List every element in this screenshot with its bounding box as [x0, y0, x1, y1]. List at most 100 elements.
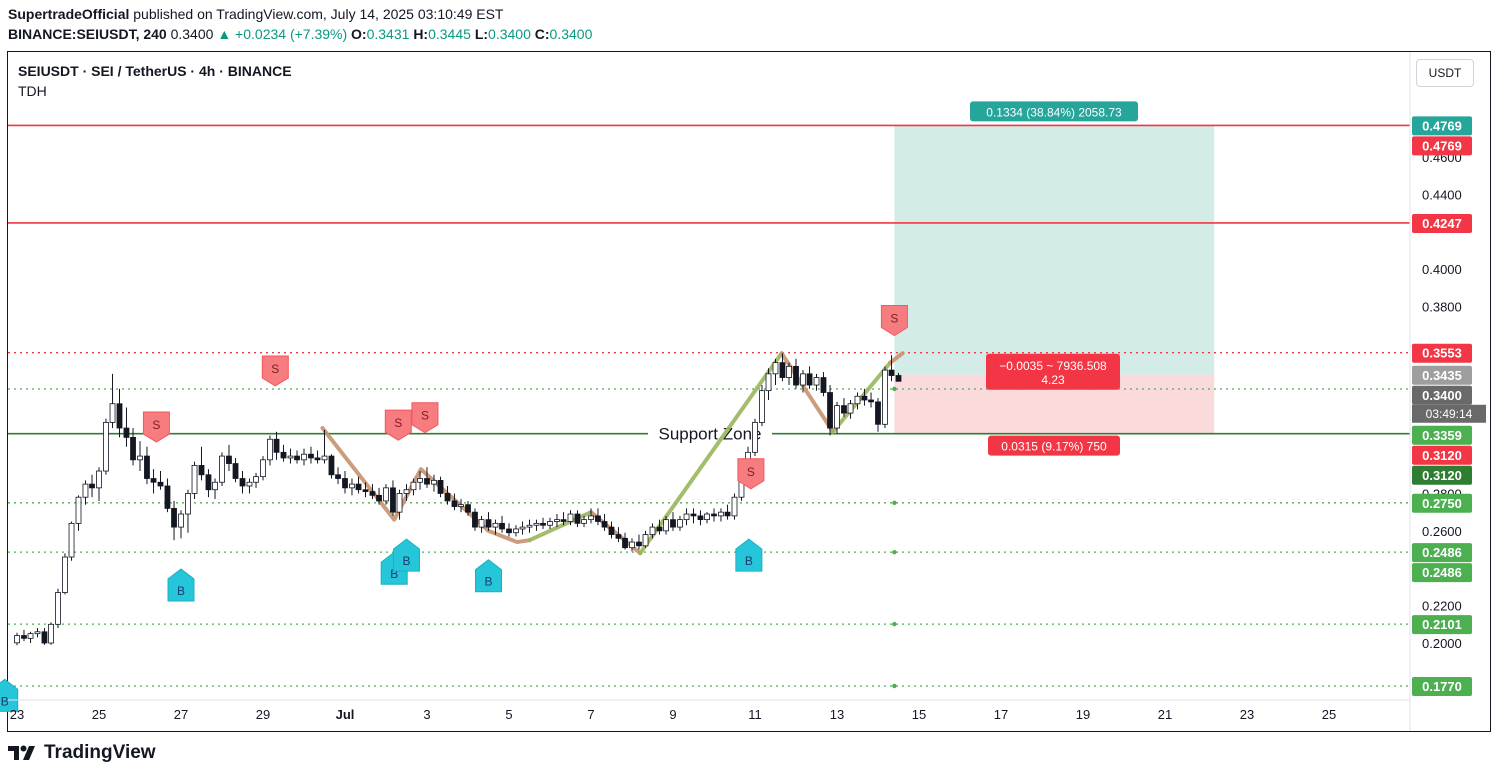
candle-up	[417, 478, 423, 483]
x-tick-label: 9	[669, 707, 676, 722]
price-change: ▲ +0.0234 (+7.39%)	[217, 26, 348, 42]
sell-signal[interactable]	[411, 402, 439, 434]
candle-up	[554, 519, 560, 522]
sell-signal[interactable]	[737, 458, 765, 490]
candle-up	[533, 522, 540, 526]
indicator-legend[interactable]: TDH	[18, 83, 47, 99]
y-tick-label: 0.4400	[1422, 187, 1462, 202]
wave-line	[638, 351, 784, 556]
candle-down	[888, 369, 895, 376]
sell-signal[interactable]	[384, 409, 412, 441]
candle-down	[437, 479, 444, 494]
x-tick-label: 11	[748, 707, 762, 722]
wave-line	[527, 510, 593, 543]
level-marker	[892, 683, 897, 689]
candle-down	[622, 537, 628, 549]
candle-down	[205, 474, 212, 491]
candle-down	[390, 487, 396, 513]
sell-signal-label: S	[747, 465, 755, 479]
candle-down	[362, 489, 369, 492]
candle-up	[62, 556, 68, 593]
symbol-legend[interactable]: SEIUSDT · SEI / TetherUS · 4h · BINANCE	[18, 63, 292, 79]
sell-signal[interactable]	[142, 411, 170, 443]
buy-signal-label: B	[745, 554, 753, 568]
candle-up	[663, 519, 669, 532]
candle-down	[841, 405, 847, 414]
candle-down	[89, 483, 95, 489]
candle-up	[212, 481, 218, 491]
target-zone	[894, 125, 1215, 375]
sell-signal-label: S	[890, 311, 898, 325]
candle-up	[103, 422, 109, 472]
x-tick-label: 23	[10, 707, 24, 722]
candle-up	[752, 422, 758, 453]
buy-signal-label: B	[402, 554, 410, 568]
price-label: 0.3120	[1422, 448, 1462, 463]
buy-signal[interactable]	[167, 568, 195, 602]
tradingview-logo-icon	[8, 745, 35, 760]
y-tick-label: 0.2600	[1422, 524, 1462, 539]
tradingview-logo[interactable]: TradingView	[8, 742, 156, 764]
candle-up	[786, 365, 792, 378]
buy-signal-label: B	[390, 567, 398, 581]
close-label: C:	[534, 26, 550, 42]
candle-up	[403, 489, 410, 494]
price-label: 0.3359	[1422, 428, 1462, 443]
last-price: 0.3400	[170, 26, 214, 42]
candle-up	[765, 373, 772, 392]
candle-up	[642, 534, 649, 547]
open-value: 0.3431	[366, 26, 410, 42]
candle-down	[308, 453, 314, 459]
candle-down	[444, 493, 451, 502]
price-label-bg	[1412, 465, 1472, 485]
buy-signal-label: B	[177, 584, 185, 598]
price-label-bg	[1412, 615, 1472, 635]
candle-down	[150, 478, 157, 483]
price-label-bg	[1412, 563, 1472, 583]
candle-up	[260, 459, 266, 478]
candle-down	[273, 438, 280, 453]
candle-up	[267, 438, 273, 461]
currency-button[interactable]: USDT	[1416, 59, 1474, 87]
stop-label: 0.0315 (9.17%) 750	[1001, 440, 1107, 454]
countdown-bg	[1412, 404, 1486, 423]
price-label-bg	[1412, 213, 1472, 233]
sell-signal-label: S	[394, 416, 402, 430]
candle-up	[68, 522, 75, 558]
candle-up	[246, 481, 253, 487]
candle-down	[335, 474, 341, 479]
candle-down	[827, 392, 833, 429]
candle-up	[349, 483, 355, 489]
candle-up	[191, 465, 198, 494]
x-tick-label: 25	[1322, 707, 1336, 722]
candle-down	[485, 519, 492, 528]
buy-signal[interactable]	[735, 538, 763, 572]
sell-signal-label: S	[271, 362, 279, 376]
y-tick-label: 0.2200	[1422, 599, 1462, 614]
candle-up	[301, 453, 307, 461]
x-tick-label: 19	[1076, 707, 1090, 722]
symbol-timeframe: BINANCE:SEIUSDT, 240	[8, 26, 167, 42]
candle-up	[96, 470, 102, 489]
candle-up	[14, 635, 20, 644]
price-label-bg	[1412, 425, 1472, 445]
high-label: H:	[413, 26, 429, 42]
sell-signal[interactable]	[880, 304, 908, 337]
price-label: 0.3553	[1422, 346, 1462, 361]
low-value: 0.3400	[488, 26, 531, 42]
candle-up	[854, 395, 861, 405]
candle-up	[287, 455, 294, 459]
candle-down	[895, 375, 902, 382]
candle-up	[410, 481, 417, 491]
price-label-bg	[1412, 365, 1472, 385]
candle-down	[451, 500, 458, 507]
price-label-bg	[1412, 676, 1472, 696]
sell-signal[interactable]	[261, 355, 289, 387]
buy-signal[interactable]	[475, 559, 502, 593]
open-label: O:	[351, 26, 367, 42]
chart-frame	[7, 51, 1491, 732]
buy-signal[interactable]	[393, 538, 420, 572]
candle-down	[369, 491, 376, 496]
publisher-name[interactable]: SupertradeOfficial	[8, 6, 130, 22]
